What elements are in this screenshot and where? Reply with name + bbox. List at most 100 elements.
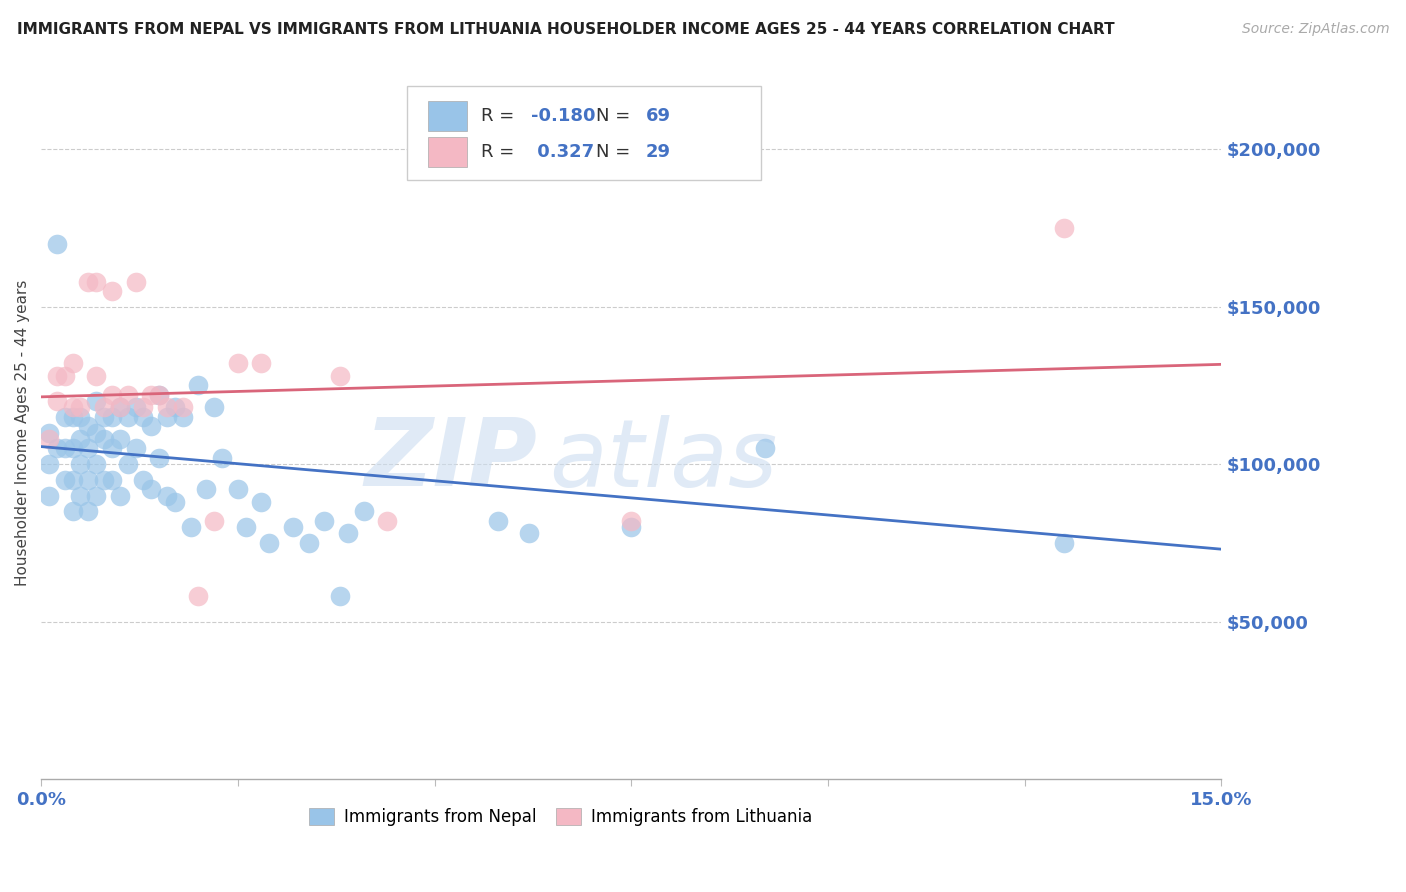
Point (486, 514, 509, 528)
Text: atlas: atlas (548, 415, 778, 506)
Point (101, 284, 124, 298)
Point (132, 473, 155, 487)
Bar (429, 136, 467, 168)
Point (124, 275, 146, 289)
Point (101, 409, 124, 424)
Point (375, 514, 398, 528)
Point (84, 489, 107, 503)
Bar (429, 101, 467, 131)
Point (259, 536, 281, 550)
Point (53, 409, 76, 424)
Point (337, 526, 360, 541)
FancyBboxPatch shape (406, 87, 761, 180)
Point (62, 442, 84, 456)
Point (124, 401, 146, 415)
Point (132, 401, 155, 415)
Point (124, 442, 146, 456)
Point (463, 142, 485, 156)
Text: R =: R = (481, 107, 520, 125)
Point (108, 401, 131, 415)
Text: 69: 69 (645, 107, 671, 125)
Legend: Immigrants from Nepal, Immigrants from Lithuania: Immigrants from Nepal, Immigrants from L… (302, 801, 820, 833)
Point (77, 473, 100, 487)
Point (108, 489, 131, 503)
Point (93, 473, 115, 487)
Point (620, 514, 643, 528)
Point (69, 401, 91, 415)
Point (314, 514, 336, 528)
Point (69, 489, 91, 503)
Point (84, 425, 107, 440)
Point (195, 483, 218, 497)
Point (38, 425, 60, 440)
Point (93, 409, 115, 424)
Text: Source: ZipAtlas.com: Source: ZipAtlas.com (1241, 22, 1389, 37)
Point (108, 401, 131, 415)
Point (163, 495, 186, 509)
Point (117, 457, 139, 471)
Point (84, 368, 107, 383)
Text: 0.327: 0.327 (531, 143, 595, 161)
Point (172, 401, 194, 415)
Point (38, 432, 60, 446)
Point (250, 495, 273, 509)
Point (281, 520, 304, 534)
Text: 29: 29 (645, 143, 671, 161)
Point (53, 368, 76, 383)
Point (156, 401, 179, 415)
Point (69, 457, 91, 471)
Point (62, 504, 84, 518)
Point (329, 368, 352, 383)
Point (141, 419, 163, 434)
Point (53, 442, 76, 456)
Point (353, 504, 375, 518)
Point (250, 356, 273, 370)
Point (93, 432, 115, 446)
Point (38, 457, 60, 471)
Point (101, 442, 124, 456)
Point (141, 483, 163, 497)
Point (84, 457, 107, 471)
Text: N =: N = (596, 143, 636, 161)
Point (93, 401, 115, 415)
Point (187, 590, 209, 604)
Point (517, 526, 540, 541)
Point (77, 504, 100, 518)
Text: ZIP: ZIP (364, 415, 537, 507)
Point (202, 514, 225, 528)
Point (45, 368, 67, 383)
Point (62, 473, 84, 487)
Point (156, 489, 179, 503)
Point (211, 450, 233, 465)
Point (235, 520, 257, 534)
Point (108, 432, 131, 446)
Point (69, 409, 91, 424)
Point (172, 409, 194, 424)
Point (77, 419, 100, 434)
Point (45, 236, 67, 251)
Point (329, 590, 352, 604)
Point (53, 473, 76, 487)
Point (62, 409, 84, 424)
Point (101, 388, 124, 402)
Point (180, 520, 202, 534)
Point (148, 450, 170, 465)
Point (298, 536, 321, 550)
Point (117, 409, 139, 424)
Point (62, 401, 84, 415)
Point (45, 394, 67, 409)
Point (69, 432, 91, 446)
Point (148, 388, 170, 402)
Text: IMMIGRANTS FROM NEPAL VS IMMIGRANTS FROM LITHUANIA HOUSEHOLDER INCOME AGES 25 - : IMMIGRANTS FROM NEPAL VS IMMIGRANTS FROM… (17, 22, 1115, 37)
Point (163, 401, 186, 415)
Point (1053, 221, 1076, 235)
Point (62, 356, 84, 370)
Point (187, 378, 209, 392)
Text: R =: R = (481, 143, 520, 161)
Point (84, 394, 107, 409)
Text: -0.180: -0.180 (531, 107, 596, 125)
Text: N =: N = (596, 107, 636, 125)
Point (202, 401, 225, 415)
Point (156, 409, 179, 424)
Y-axis label: Householder Income Ages 25 - 44 years: Householder Income Ages 25 - 44 years (15, 279, 30, 586)
